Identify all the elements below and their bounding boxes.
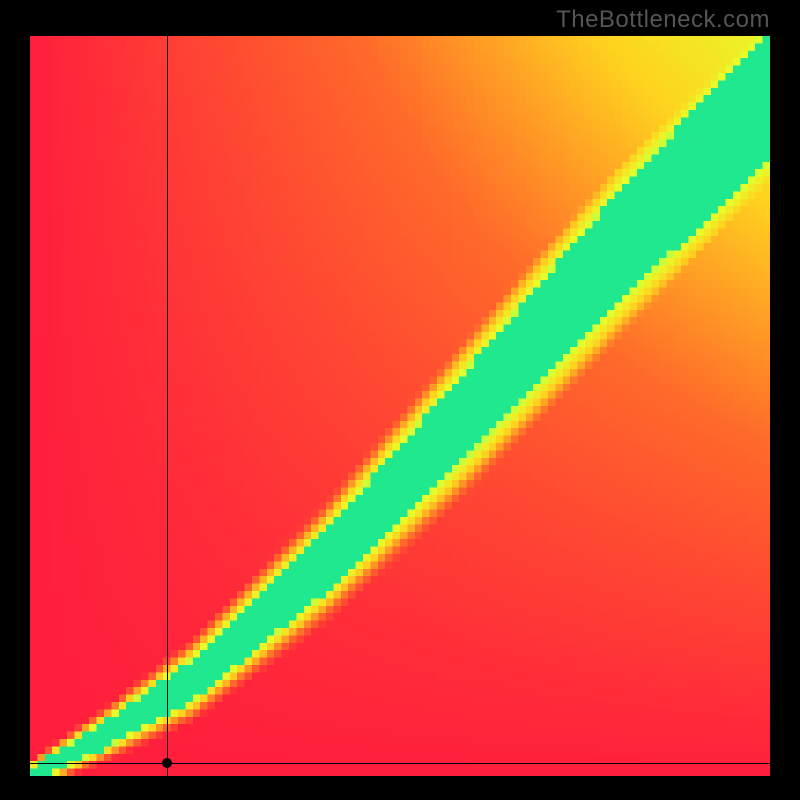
watermark-label: TheBottleneck.com xyxy=(556,6,770,34)
heatmap-canvas xyxy=(30,36,770,776)
plot-area xyxy=(30,36,770,776)
crosshair-horizontal xyxy=(30,763,770,764)
chart-container: TheBottleneck.com xyxy=(0,0,800,800)
crosshair-vertical xyxy=(167,36,168,776)
crosshair-marker xyxy=(162,758,172,768)
